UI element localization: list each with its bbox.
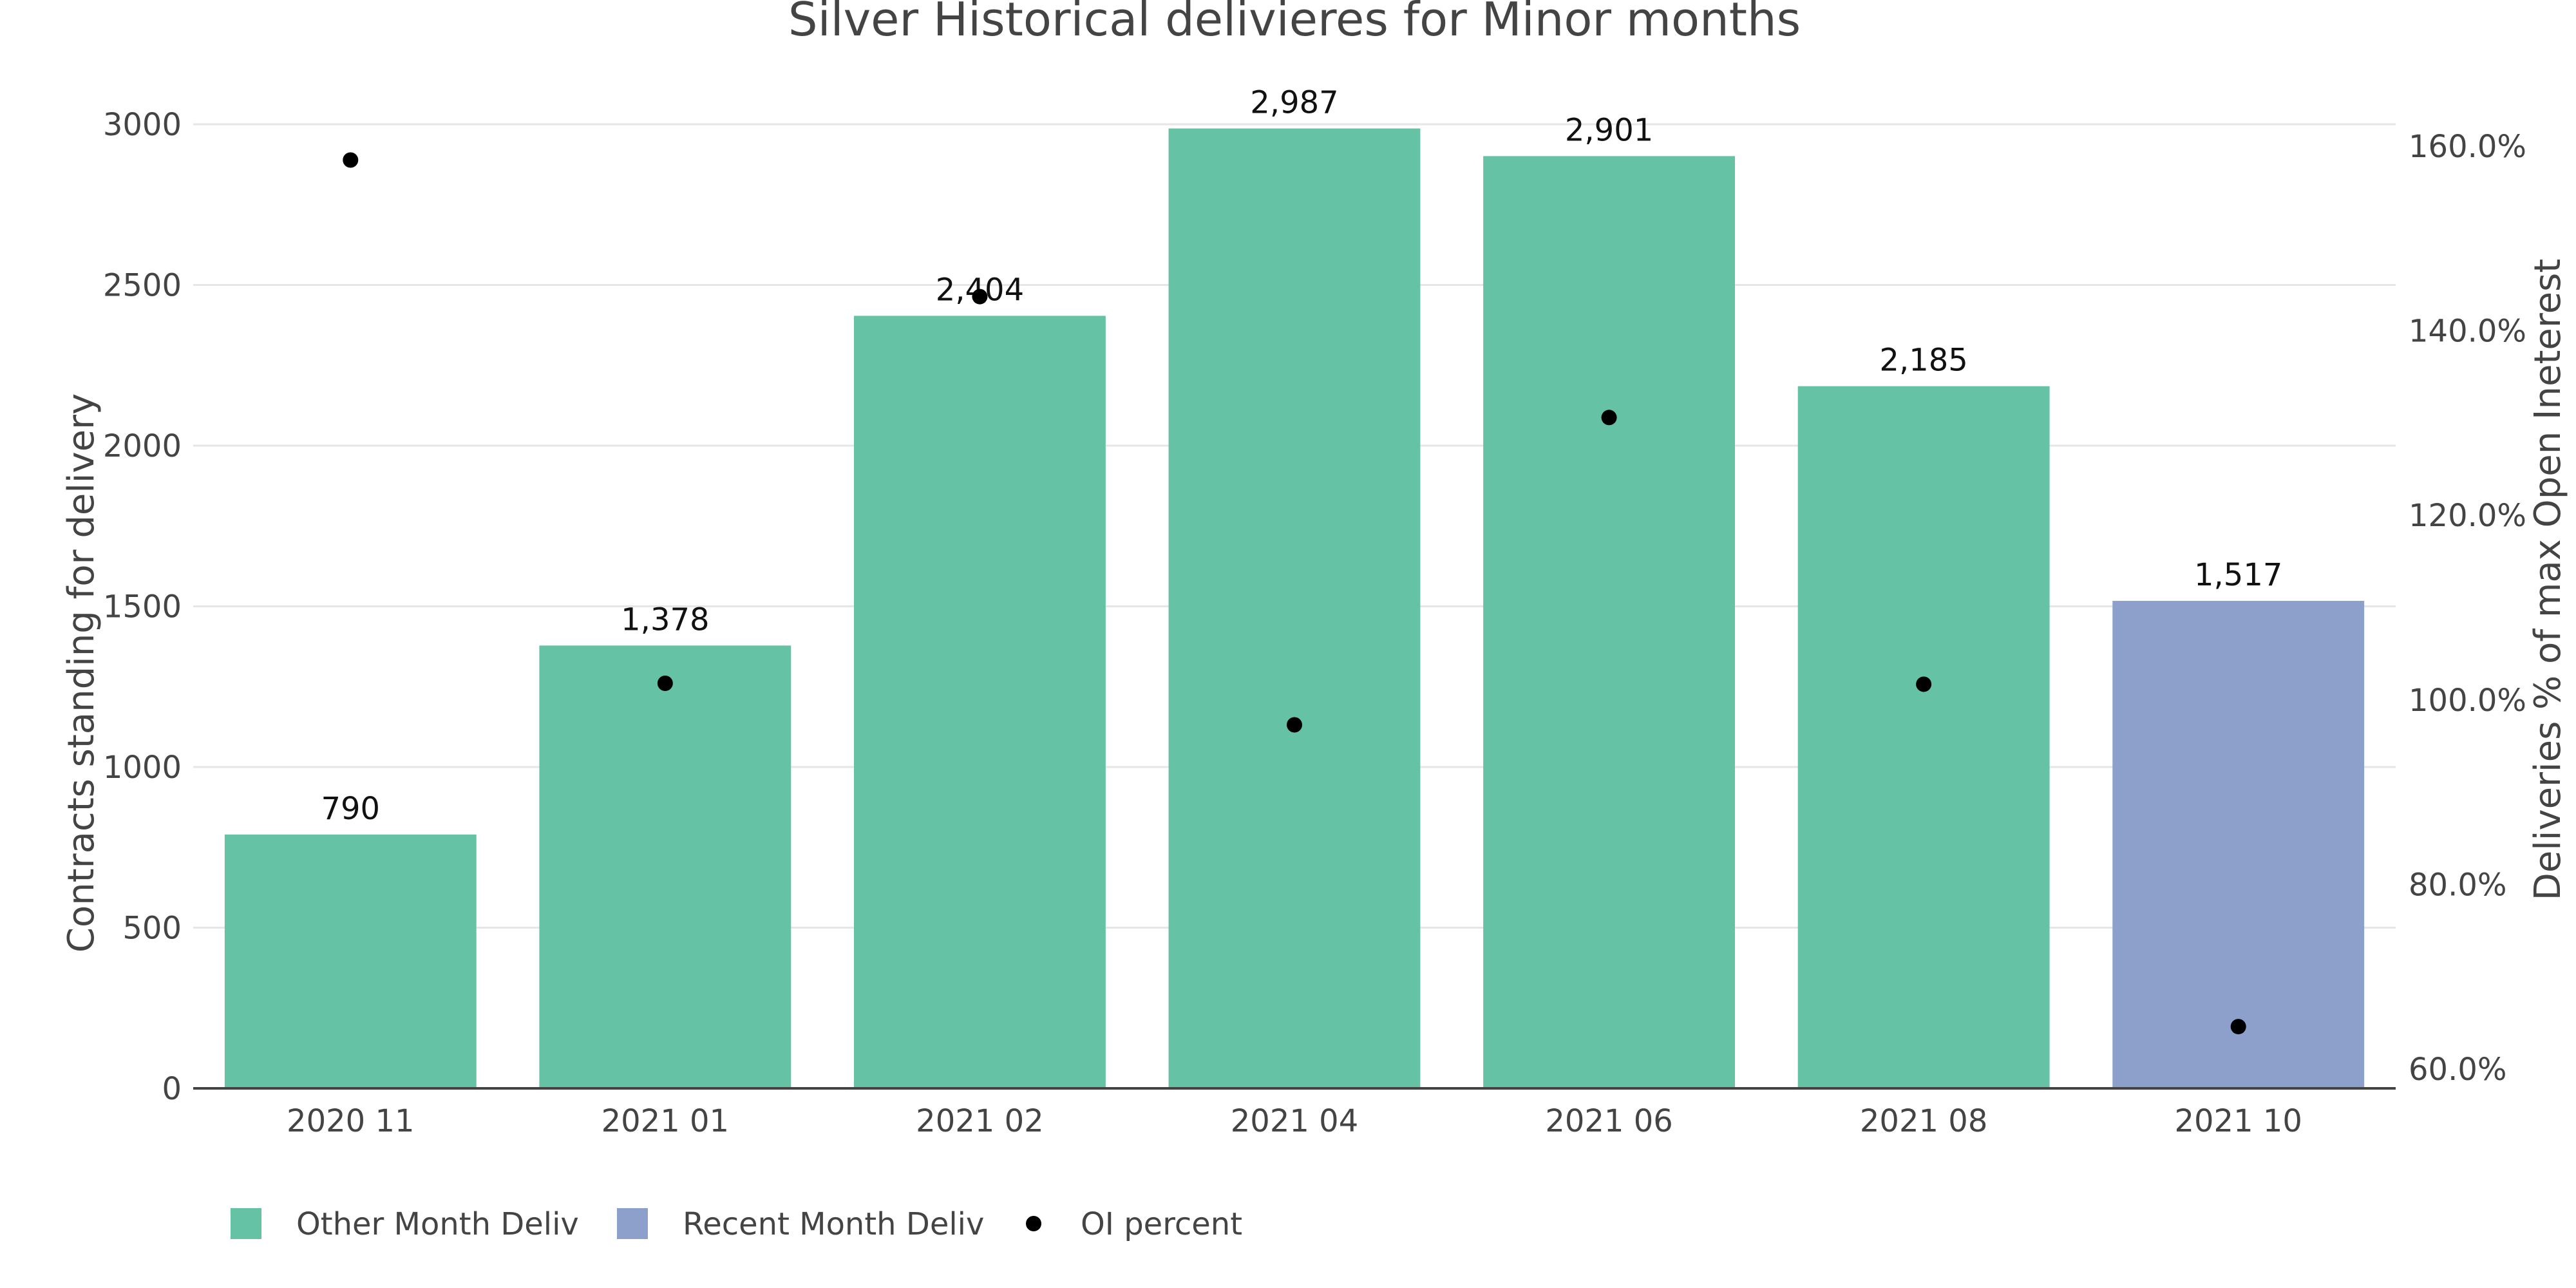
oi-percent-point bbox=[2230, 1019, 2246, 1035]
bar bbox=[1797, 386, 2050, 1088]
legend-swatch bbox=[231, 1208, 261, 1239]
chart-title: Silver Historical delivieres for Minor m… bbox=[788, 0, 1801, 46]
oi-percent-point bbox=[1287, 717, 1302, 733]
legend-dot bbox=[1026, 1216, 1041, 1231]
y-tick-label: 1500 bbox=[103, 589, 182, 625]
y-tick-label: 1000 bbox=[103, 750, 182, 786]
bar-value-label: 1,378 bbox=[621, 601, 709, 638]
oi-percent-point bbox=[657, 676, 673, 692]
bar-value-label: 2,901 bbox=[1565, 112, 1653, 148]
x-tick-label: 2021 10 bbox=[2174, 1103, 2302, 1139]
y-tick-label: 2500 bbox=[103, 268, 182, 304]
x-tick-label: 2021 04 bbox=[1231, 1103, 1359, 1139]
oi-percent-point bbox=[343, 152, 359, 168]
bar bbox=[2112, 601, 2365, 1088]
x-tick-label: 2021 08 bbox=[1860, 1103, 1988, 1139]
y2-axis-title: Deliveries % of max Open Ineterest bbox=[2527, 259, 2569, 901]
bar bbox=[854, 316, 1106, 1088]
legend[interactable]: Other Month Deliv Recent Month Deliv OI pe… bbox=[231, 1206, 1242, 1242]
x-tick-label: 2021 06 bbox=[1545, 1103, 1673, 1139]
bar bbox=[1483, 156, 1735, 1088]
x-tick-label: 2020 11 bbox=[287, 1103, 415, 1139]
bar-value-label: 2,987 bbox=[1250, 84, 1338, 120]
bar-value-label: 2,185 bbox=[1879, 343, 1967, 379]
legend-label: Recent Month Deliv bbox=[683, 1206, 984, 1242]
y-tick-label: 500 bbox=[122, 911, 182, 947]
bar bbox=[539, 645, 791, 1088]
bar-value-label: 1,517 bbox=[2194, 557, 2282, 593]
oi-percent-point bbox=[972, 289, 988, 305]
y2-tick-label: 120.0% bbox=[2409, 498, 2526, 534]
y2-tick-label: 160.0% bbox=[2409, 129, 2526, 165]
axes: 0 500 1000 1500 2000 2500 3000 60.0% 80.0% 100.0%… bbox=[103, 107, 2526, 1139]
bar bbox=[1168, 128, 1421, 1088]
oi-points bbox=[343, 152, 2246, 1035]
legend-item[interactable]: OI percent bbox=[1026, 1206, 1242, 1242]
legend-item[interactable]: Other Month Deliv bbox=[231, 1206, 579, 1242]
oi-percent-point bbox=[1916, 676, 1932, 692]
y-axis-title: Contracts standing for delivery bbox=[61, 393, 102, 952]
bar-value-label: 790 bbox=[321, 791, 380, 827]
x-tick-label: 2021 01 bbox=[601, 1103, 730, 1139]
y2-tick-label: 100.0% bbox=[2409, 683, 2526, 719]
y2-tick-label: 140.0% bbox=[2409, 314, 2526, 350]
y-tick-label: 3000 bbox=[103, 107, 182, 143]
bar bbox=[224, 834, 477, 1088]
legend-swatch bbox=[617, 1208, 648, 1239]
legend-label: Other Month Deliv bbox=[296, 1206, 579, 1242]
y2-tick-label: 60.0% bbox=[2409, 1052, 2506, 1088]
legend-item[interactable]: Recent Month Deliv bbox=[617, 1206, 984, 1242]
oi-percent-point bbox=[1601, 410, 1617, 426]
y-tick-label: 0 bbox=[162, 1071, 182, 1107]
y-tick-label: 2000 bbox=[103, 428, 182, 464]
y2-tick-label: 80.0% bbox=[2409, 867, 2506, 903]
bars bbox=[224, 128, 2365, 1088]
legend-label: OI percent bbox=[1081, 1206, 1242, 1242]
x-tick-label: 2021 02 bbox=[916, 1103, 1044, 1139]
